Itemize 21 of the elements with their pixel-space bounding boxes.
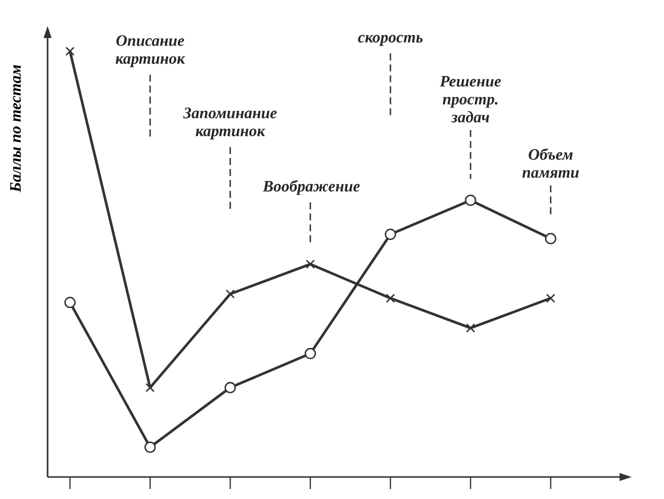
point	[304, 348, 316, 360]
x-tick-label: Запоминание картинок	[183, 108, 277, 140]
point	[144, 442, 156, 453]
y-axis-title: Баллы по тестам	[10, 64, 21, 192]
x-tick-label: Объем памяти	[522, 148, 579, 178]
point	[64, 296, 76, 308]
point	[146, 383, 155, 392]
point	[544, 232, 556, 244]
point	[386, 294, 396, 303]
point	[306, 260, 315, 269]
x-tick-label: Описание картинок	[116, 35, 186, 68]
point	[226, 289, 235, 299]
point	[464, 194, 476, 206]
point	[224, 382, 236, 394]
point	[546, 294, 556, 303]
x-tick-label: скорость	[358, 34, 423, 46]
x-tick-label: Решение простр. задач	[440, 76, 501, 122]
point	[384, 228, 396, 240]
point	[65, 46, 75, 56]
x-tick-label: Воображение	[262, 180, 360, 195]
point	[466, 323, 476, 333]
